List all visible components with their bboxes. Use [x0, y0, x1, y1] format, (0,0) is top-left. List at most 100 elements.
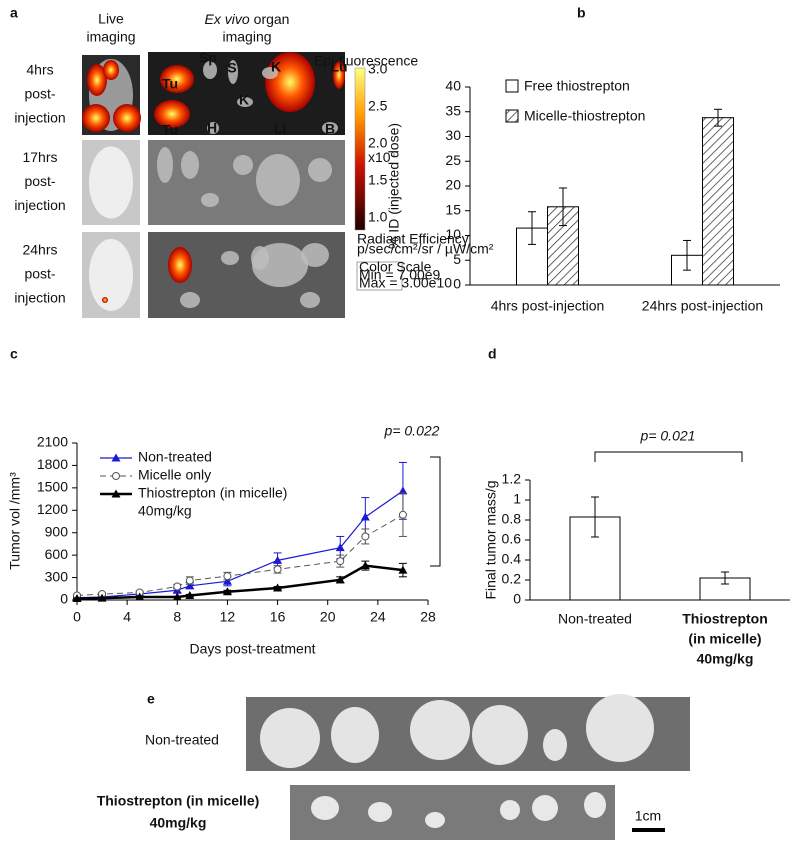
legend-label: Micelle only: [138, 467, 211, 483]
column-header: Ex vivo organ: [205, 11, 290, 27]
row-label: 17hrs: [22, 149, 57, 165]
decoration: [301, 243, 329, 267]
decoration: [207, 122, 219, 134]
decoration: [201, 193, 219, 207]
color-scale-text: Min = 7.00e9: [359, 267, 441, 283]
error-bar: [714, 108, 722, 127]
decoration: [157, 147, 173, 183]
scale-exponent-power: 10: [391, 152, 396, 157]
decoration: [300, 292, 320, 308]
decoration: [308, 158, 332, 182]
y-tick-label: 600: [45, 546, 69, 562]
decoration: [584, 792, 606, 818]
scale-bar-label: 1cm: [635, 808, 661, 824]
data-point: [335, 575, 345, 584]
annotation: p= 0.021: [640, 428, 696, 444]
group-label: 40mg/kg: [150, 815, 207, 831]
data-point: [222, 576, 232, 585]
decoration: [632, 828, 665, 832]
x-tick-label: 4hrs post-injection: [491, 298, 605, 314]
row-label: injection: [14, 110, 65, 126]
panel-letter: e: [147, 691, 155, 707]
data-line: [76, 564, 404, 600]
y-tick-label: 0.4: [502, 551, 522, 567]
column-header: imaging: [222, 29, 271, 45]
y-tick-label: 0.2: [502, 571, 522, 587]
x-tick-label: 16: [270, 609, 286, 625]
column-header-italic: Ex vivo: [205, 11, 250, 27]
organ-label: Tu: [162, 122, 178, 138]
legend-swatch: [505, 79, 519, 93]
row-label: 24hrs: [22, 242, 57, 258]
decoration: [262, 67, 278, 79]
error-bar: [683, 239, 691, 271]
annotation: p= 0.022: [384, 423, 440, 439]
error-bar: [528, 211, 536, 245]
data-point: [72, 594, 82, 603]
data-point: [135, 592, 145, 601]
organ-label: Li: [274, 121, 286, 137]
decoration: [180, 292, 200, 308]
group-label: Non-treated: [145, 732, 219, 748]
legend-label: 40mg/kg: [138, 503, 192, 519]
scale-tick: 2.0: [368, 135, 388, 151]
scale-exponent: x1010: [368, 149, 396, 165]
decoration: [113, 104, 141, 132]
x-tick-label: 24hrs post-injection: [642, 298, 763, 314]
data-point: [336, 557, 345, 566]
data-point: [398, 565, 408, 574]
organ-label: B: [325, 121, 335, 137]
x-tick-label: 12: [220, 609, 236, 625]
decoration: [472, 705, 528, 765]
scale-title: Epi-fluorescence: [314, 53, 418, 69]
decoration: [256, 154, 300, 206]
decoration: [233, 155, 253, 175]
decoration: [322, 122, 338, 134]
scale-units: p/sec/cm²/sr / µW/cm²: [357, 241, 494, 257]
decoration: [168, 247, 192, 283]
y-tick-label: 5: [453, 251, 461, 267]
decoration: [354, 67, 366, 231]
y-tick-label: 0: [513, 591, 521, 607]
decoration: [260, 708, 320, 768]
y-tick-label: 0: [453, 276, 461, 292]
data-line: [76, 490, 404, 599]
scale-tick: 2.5: [368, 98, 388, 114]
y-tick-label: 1.2: [502, 471, 522, 487]
decoration: [425, 812, 445, 828]
y-tick-label: 0.6: [502, 531, 522, 547]
y-tick-label: 0: [60, 591, 68, 607]
scale-exponent-base: x10: [368, 149, 391, 165]
row-label: post-: [24, 266, 55, 282]
row-label: post-: [24, 86, 55, 102]
y-axis-label: Final tumor mass/g: [483, 480, 499, 599]
y-tick-label: 1: [513, 491, 521, 507]
organ-label: Lu: [330, 59, 347, 75]
data-point: [185, 576, 194, 585]
y-tick-label: 1800: [37, 456, 68, 472]
x-tick-label: 0: [73, 609, 81, 625]
data-point: [398, 486, 408, 495]
decoration: [252, 243, 308, 287]
decoration: [331, 707, 379, 763]
row-label: injection: [14, 290, 65, 306]
scale-tick: 1.5: [368, 172, 388, 188]
column-header: Live: [98, 11, 124, 27]
legend-marker: [112, 472, 120, 480]
decoration: [87, 64, 107, 96]
panel-letter: d: [488, 346, 497, 362]
y-axis-label: % ID (injected dose): [386, 123, 402, 249]
row-label: post-: [24, 173, 55, 189]
color-scale-text: Max = 3.00e10: [359, 275, 452, 291]
y-tick-label: 900: [45, 523, 69, 539]
data-point: [273, 583, 283, 592]
data-point: [273, 565, 282, 574]
y-tick-label: 25: [445, 152, 461, 168]
column-header: imaging: [86, 29, 135, 45]
group-label: Thiostrepton (in micelle): [97, 793, 260, 809]
y-tick-label: 0.8: [502, 511, 522, 527]
organ-label: S: [227, 60, 236, 76]
x-tick-label: 24: [370, 609, 386, 625]
organ-label: Sp: [199, 50, 217, 66]
organ-label: Tu: [162, 76, 178, 92]
